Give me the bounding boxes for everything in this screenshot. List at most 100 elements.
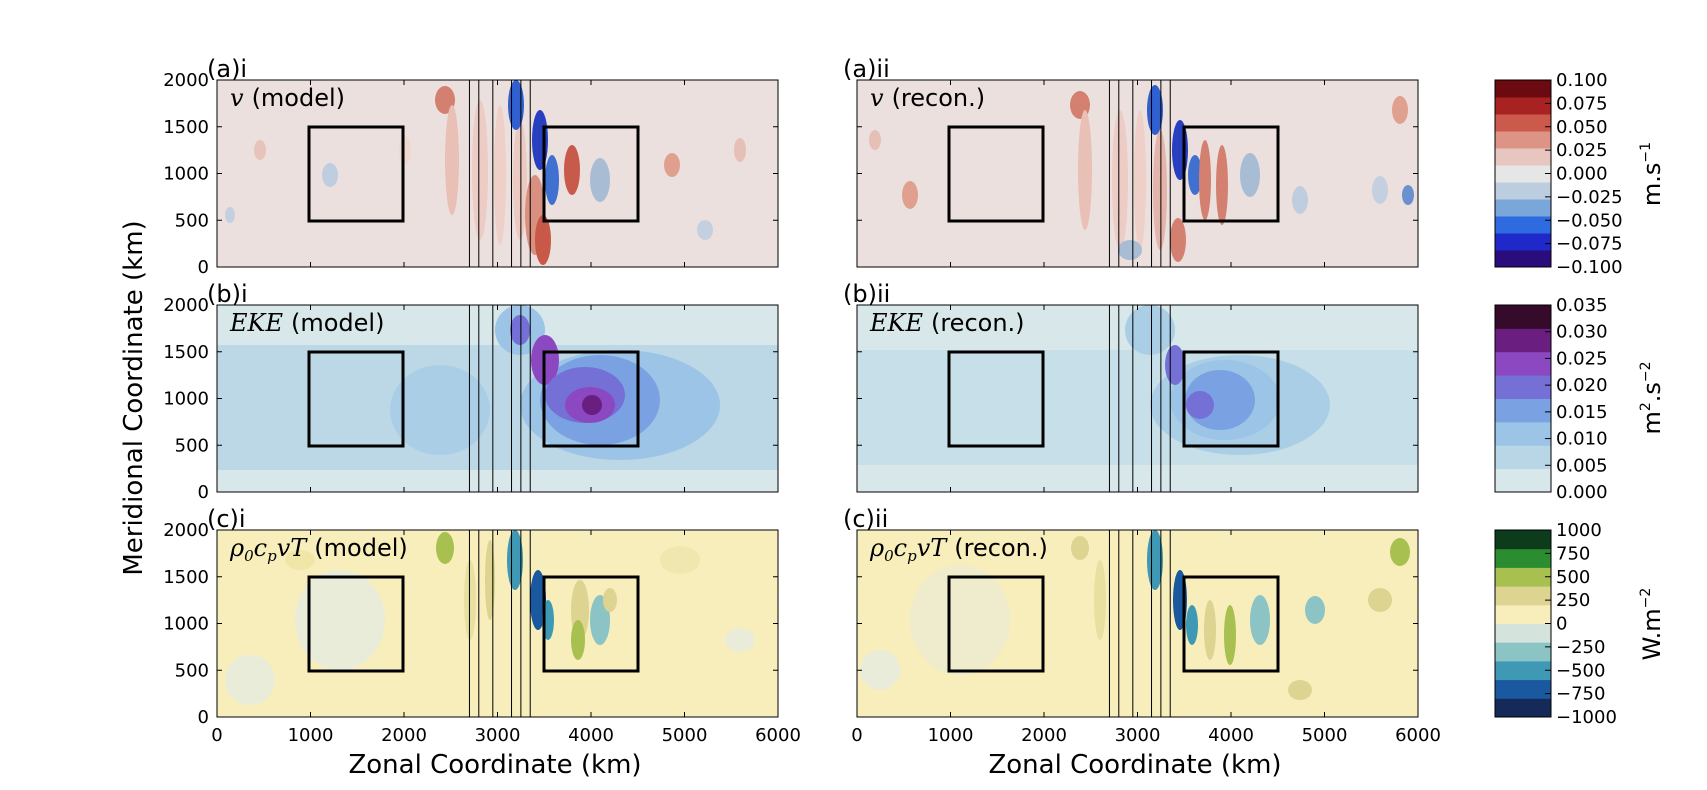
y-tick-label: 2000 [163, 520, 209, 541]
colorbar-band [1495, 530, 1551, 550]
box-west-c-ii [947, 575, 1045, 673]
x-tick-label: 4000 [1208, 725, 1254, 746]
x-tick-label: 1000 [928, 725, 974, 746]
colorbar-band [1495, 97, 1551, 115]
y-tick-label: 0 [198, 482, 209, 503]
x-tick-label: 0 [211, 725, 222, 746]
vlines-b-i [468, 305, 531, 492]
colorbar-tick-label: −1000 [1556, 707, 1617, 728]
colorbar-tick-label: 0.000 [1556, 482, 1608, 503]
colorbar-tick-label: 0.010 [1556, 429, 1608, 450]
y-tick-label: 1000 [163, 614, 209, 635]
box-west-a-ii [947, 125, 1045, 223]
x-tick-label: 1000 [288, 725, 334, 746]
colorbar-band [1495, 586, 1551, 606]
box-west-c-i [307, 575, 405, 673]
y-tick-label: 1500 [163, 342, 209, 363]
x-tick-label: 6000 [1395, 725, 1441, 746]
panel-a-ii: (a)ii v (recon.) [843, 55, 1419, 268]
colorbar-band [1495, 131, 1551, 149]
x-tick-labels: 0 1000 2000 3000 4000 5000 6000 0 1000 2000 3000 40… [211, 80, 1441, 746]
colorbar-units-eke: m2.s−2 [1638, 361, 1666, 434]
colorbar-band [1495, 305, 1551, 329]
vlines-a-i [468, 80, 531, 267]
x-axis-label-left: Zonal Coordinate (km) [348, 750, 641, 780]
panel-label-b-ii: (b)ii [843, 280, 890, 308]
x-tick-label: 6000 [755, 725, 801, 746]
colorbar-band [1495, 604, 1551, 624]
box-east-b-ii [1182, 350, 1280, 448]
colorbar-band [1495, 698, 1551, 718]
panel-b-i: (b)i EKE (model) [207, 280, 779, 493]
title-c-ii: ρ0cpvT (recon.) [869, 534, 1048, 565]
box-east-c-i [542, 575, 640, 673]
vlines-c-i [468, 530, 531, 717]
y-tick-label: 1500 [163, 567, 209, 588]
y-tick-label: 1000 [163, 164, 209, 185]
colorbar-units-v: m.s−1 [1638, 142, 1666, 206]
vlines-c-ii [1108, 530, 1171, 717]
panel-label-a-ii: (a)ii [843, 55, 890, 83]
panel-label-a-i: (a)i [207, 55, 247, 83]
colorbar-band [1495, 328, 1551, 353]
colorbar-tick-label: 750 [1556, 543, 1590, 564]
colorbar-band [1495, 468, 1551, 493]
colorbar-tick-label: −0.050 [1556, 210, 1623, 231]
y-tick-label: 2000 [163, 295, 209, 316]
colorbar-tick-label: 0.005 [1556, 455, 1608, 476]
vlines-a-ii [1108, 80, 1171, 267]
panel-c-i: (c)i ρ0cpvT (model) [207, 505, 779, 718]
x-tick-label: 2000 [1021, 725, 1067, 746]
colorbar-tick-label: 0.025 [1556, 348, 1608, 369]
colorbar-tick-label: −500 [1556, 660, 1605, 681]
colorbar-eke: 0.035 0.030 0.025 0.020 0.015 0.010 0.005 0.000 [1494, 295, 1608, 503]
colorbar-tick-label: 0.015 [1556, 402, 1608, 423]
colorbar-band [1495, 642, 1551, 662]
colorbar-band [1495, 250, 1551, 268]
panel-b-ii: (b)ii EKE (recon.) [843, 280, 1419, 493]
colorbar-frame [1494, 304, 1552, 493]
colorbar-tick-label: 0.035 [1556, 295, 1608, 316]
box-east-c-ii [1182, 575, 1280, 673]
colorbar-tick-label: −0.100 [1556, 257, 1623, 278]
field-a-i [217, 80, 778, 267]
panel-a-i: (a)i v (model) [207, 55, 779, 268]
x-tick-label: 4000 [568, 725, 614, 746]
y-tick-label: 0 [198, 257, 209, 278]
colorbar-tick-label: 0.025 [1556, 140, 1608, 161]
x-axis-label-right: Zonal Coordinate (km) [988, 750, 1281, 780]
colorbar-band [1495, 114, 1551, 132]
title-c-i: ρ0cpvT (model) [229, 534, 408, 565]
x-tick-label: 5000 [1302, 725, 1348, 746]
box-west-a-i [307, 125, 405, 223]
x-tick-label: 5000 [662, 725, 708, 746]
colorbar-band [1495, 660, 1551, 681]
colorbar-units-heatflux: W.m−2 [1638, 588, 1666, 661]
colorbar-tick-label: 500 [1556, 567, 1590, 588]
panel-label-c-i: (c)i [207, 505, 246, 533]
field-a-ii [857, 80, 1418, 267]
box-east-a-ii [1182, 125, 1280, 223]
colorbar-tick-label: 0.000 [1556, 164, 1608, 185]
panel-label-b-i: (b)i [207, 280, 248, 308]
colorbar-tick-label: −250 [1556, 637, 1605, 658]
colorbar-tick-label: 0.020 [1556, 375, 1608, 396]
colorbar-band [1495, 567, 1551, 587]
title-a-i: v (model) [230, 84, 345, 112]
colorbar-band [1495, 148, 1551, 166]
panel-c-ii: (c)ii ρ0cpvT (recon.) [843, 505, 1419, 718]
box-east-a-i [542, 125, 640, 223]
colorbar-band [1495, 165, 1551, 183]
colorbar-tick-label: 250 [1556, 590, 1590, 611]
y-tick-labels: 0 500 1000 1500 2000 0 500 1000 1500 2000 0 500 1000… [163, 70, 1418, 728]
colorbar-tick-label: 0.100 [1556, 70, 1608, 91]
colorbar-band [1495, 375, 1551, 399]
colorbar-band [1495, 398, 1551, 423]
y-axis-label: Meridional Coordinate (km) [119, 220, 149, 575]
box-west-b-i [307, 350, 405, 448]
colorbar-band [1495, 679, 1551, 699]
box-west-b-ii [947, 350, 1045, 448]
colorbar-band [1495, 623, 1551, 643]
